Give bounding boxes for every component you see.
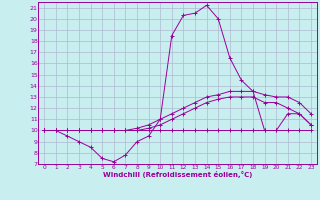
X-axis label: Windchill (Refroidissement éolien,°C): Windchill (Refroidissement éolien,°C) — [103, 171, 252, 178]
